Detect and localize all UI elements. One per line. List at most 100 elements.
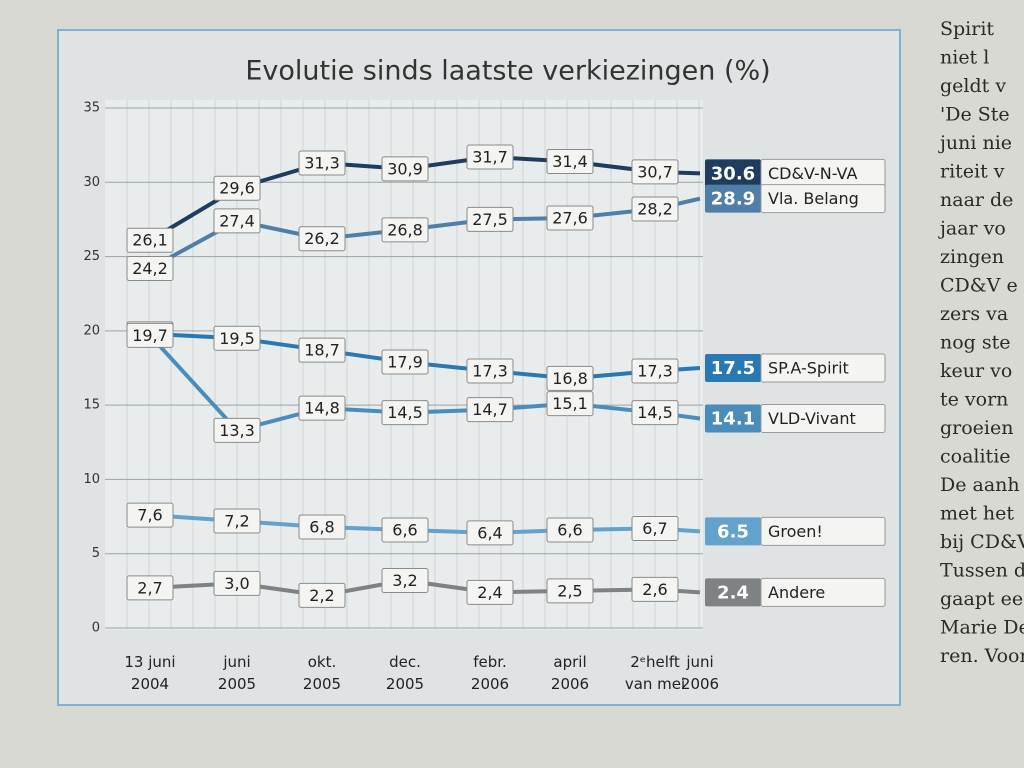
legend-value: 14.1 [711, 409, 755, 430]
value-label-box [381, 517, 429, 543]
x-tick-label: febr. 2006 [471, 653, 509, 693]
article-line: te vorn [940, 389, 1008, 411]
x-tick-label: juni 2005 [218, 653, 256, 693]
value-label: 19,7 [132, 326, 168, 345]
x-tick-line: 2ᵉhelft [630, 653, 680, 671]
x-tick-label: okt. 2005 [303, 653, 341, 693]
value-label: 28,2 [637, 200, 673, 219]
article-line: groeien [940, 417, 1014, 439]
value-label-box [381, 567, 429, 593]
value-label-box [126, 502, 174, 528]
value-label-box [631, 358, 679, 384]
y-tick-label: 0 [92, 621, 100, 636]
value-label-box [466, 206, 514, 232]
article-line: juni nie [938, 132, 1012, 154]
value-label: 30,9 [387, 159, 423, 178]
value-label-box [298, 150, 346, 176]
value-label-box [466, 579, 514, 605]
article-line: riteit v [940, 161, 1005, 183]
y-tick-label: 5 [92, 546, 100, 561]
x-tick-line: dec. [389, 653, 421, 671]
value-label: 27,6 [552, 208, 588, 227]
value-label: 17,9 [387, 353, 423, 372]
value-label: 18,7 [304, 341, 340, 360]
x-tick-line: 13 juni [124, 653, 175, 671]
article-line: keur vo [940, 360, 1012, 382]
x-tick-label: 2ᵉhelft van mei [625, 653, 685, 693]
value-label: 3,0 [224, 574, 249, 593]
x-tick-line: 2004 [131, 675, 169, 693]
value-label-box [126, 322, 174, 348]
article-line: geldt v [940, 75, 1006, 97]
legend-value: 2.4 [717, 582, 749, 603]
article-line: niet l [940, 47, 989, 69]
value-label: 16,8 [552, 369, 588, 388]
legend-value-box [705, 159, 761, 188]
y-tick-label: 35 [83, 101, 100, 116]
article-line: gaapt ee [940, 588, 1023, 610]
value-label: 17,3 [472, 361, 508, 380]
x-tick-line: juni [222, 653, 250, 671]
value-label: 14,5 [387, 403, 423, 422]
value-label-box [466, 520, 514, 546]
value-label: 26,8 [387, 220, 423, 239]
x-tick-label: april 2006 [551, 653, 589, 693]
value-label-box [466, 358, 514, 384]
value-label-box [126, 255, 174, 281]
value-label: 14,7 [472, 400, 508, 419]
x-tick-label: 13 juni 2004 [124, 653, 175, 693]
value-label: 7,6 [137, 506, 162, 525]
x-tick-line: 2005 [386, 675, 424, 693]
article-line: De aanh [940, 474, 1020, 496]
value-label: 19,5 [219, 329, 255, 348]
value-label-box [631, 196, 679, 222]
value-label-box [381, 400, 429, 426]
value-label-box [298, 226, 346, 252]
x-tick-line: 2006 [551, 675, 589, 693]
x-tick-line: 2006 [681, 675, 719, 693]
x-tick-label: dec. 2005 [386, 653, 424, 693]
article-line: Tussen d [940, 560, 1024, 582]
x-tick-line: april [553, 653, 586, 671]
value-label-box [631, 576, 679, 602]
y-tick-label: 15 [83, 398, 100, 413]
article-line: 'De Ste [940, 104, 1010, 126]
value-label-box [298, 514, 346, 540]
value-label: 6,8 [309, 517, 334, 536]
y-tick-label: 10 [83, 472, 100, 487]
legend-name-box [760, 404, 886, 434]
article-column: Spirit niet l geldt v 'De Ste juni nie riteit… [938, 18, 1024, 667]
legend-value-box [705, 184, 761, 213]
value-label: 13,3 [219, 421, 255, 440]
x-tick-line: febr. [473, 653, 507, 671]
y-tick-label: 20 [83, 323, 100, 338]
x-tick-line: 2006 [471, 675, 509, 693]
value-label-box [631, 400, 679, 426]
article-line: Marie De [940, 617, 1024, 639]
legend-name: CD&V-N-VA [768, 164, 857, 183]
x-tick-label: juni 2006 [681, 653, 719, 693]
value-label: 27,4 [219, 211, 255, 230]
value-label: 15,1 [552, 394, 588, 413]
legend-value: 6.5 [717, 521, 749, 542]
legend-name-box [760, 516, 886, 546]
value-label-box [213, 175, 261, 201]
value-label-box [213, 417, 261, 443]
value-label-box [381, 156, 429, 182]
legend-value: 28.9 [711, 189, 755, 210]
value-label: 6,7 [642, 519, 667, 538]
x-tick-line: 2005 [218, 675, 256, 693]
value-label: 24,2 [132, 259, 168, 278]
value-label-box [213, 208, 261, 234]
legend-value-box [705, 354, 761, 382]
legend-name-box [760, 353, 886, 383]
article-line: Spirit [940, 18, 994, 40]
value-label: 31,3 [304, 153, 340, 172]
legend-value-box [705, 404, 761, 433]
value-label: 30,7 [637, 162, 673, 181]
value-label-box [213, 570, 261, 596]
x-tick-line: okt. [308, 653, 337, 671]
legend-name-box [760, 577, 886, 607]
legend-name: Vla. Belang [768, 189, 859, 208]
x-tick-line: 2005 [303, 675, 341, 693]
